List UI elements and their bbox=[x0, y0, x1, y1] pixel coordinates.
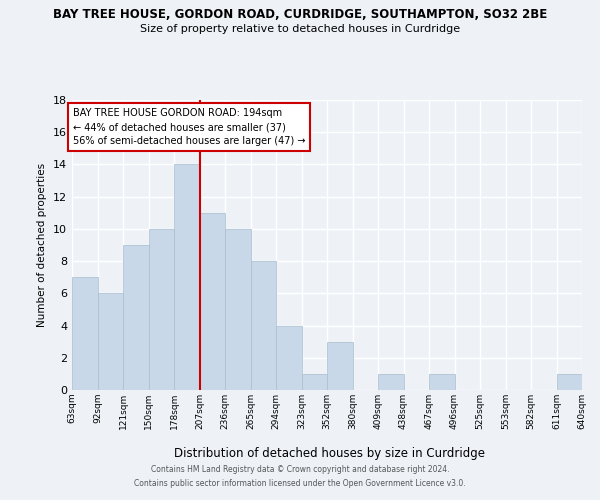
Text: Size of property relative to detached houses in Curdridge: Size of property relative to detached ho… bbox=[140, 24, 460, 34]
Y-axis label: Number of detached properties: Number of detached properties bbox=[37, 163, 47, 327]
Text: Distribution of detached houses by size in Curdridge: Distribution of detached houses by size … bbox=[175, 448, 485, 460]
Text: BAY TREE HOUSE GORDON ROAD: 194sqm
← 44% of detached houses are smaller (37)
56%: BAY TREE HOUSE GORDON ROAD: 194sqm ← 44%… bbox=[73, 108, 305, 146]
Bar bbox=[429, 374, 455, 390]
Bar bbox=[174, 164, 199, 390]
Text: BAY TREE HOUSE, GORDON ROAD, CURDRIDGE, SOUTHAMPTON, SO32 2BE: BAY TREE HOUSE, GORDON ROAD, CURDRIDGE, … bbox=[53, 8, 547, 20]
Bar bbox=[276, 326, 302, 390]
Bar bbox=[72, 277, 97, 390]
Bar bbox=[149, 229, 174, 390]
Bar bbox=[378, 374, 404, 390]
Bar bbox=[123, 245, 149, 390]
Bar bbox=[327, 342, 353, 390]
Bar bbox=[97, 294, 123, 390]
Bar bbox=[199, 213, 225, 390]
Text: Contains HM Land Registry data © Crown copyright and database right 2024.
Contai: Contains HM Land Registry data © Crown c… bbox=[134, 466, 466, 487]
Bar bbox=[302, 374, 327, 390]
Bar bbox=[557, 374, 582, 390]
Bar bbox=[225, 229, 251, 390]
Bar bbox=[251, 261, 276, 390]
